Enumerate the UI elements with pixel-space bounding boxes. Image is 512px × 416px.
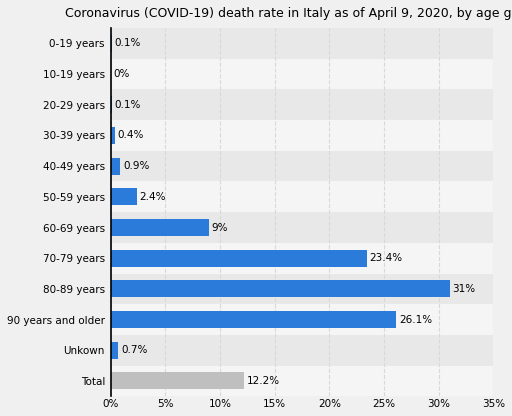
Text: 0.7%: 0.7% xyxy=(121,345,147,355)
Bar xyxy=(111,97,112,113)
Bar xyxy=(111,243,494,274)
Text: 26.1%: 26.1% xyxy=(399,314,432,324)
Text: 2.4%: 2.4% xyxy=(139,192,166,202)
Bar xyxy=(111,158,120,175)
Title: Coronavirus (COVID-19) death rate in Italy as of April 9, 2020, by age group: Coronavirus (COVID-19) death rate in Ita… xyxy=(65,7,512,20)
Bar xyxy=(111,342,118,359)
Bar xyxy=(111,304,494,335)
Bar xyxy=(111,366,494,396)
Text: 0.9%: 0.9% xyxy=(123,161,150,171)
Text: 0.1%: 0.1% xyxy=(114,38,141,48)
Bar xyxy=(111,89,494,120)
Bar xyxy=(111,181,494,212)
Text: 31%: 31% xyxy=(453,284,476,294)
Bar xyxy=(111,188,137,205)
Bar xyxy=(111,35,112,52)
Bar xyxy=(111,151,494,181)
Text: 0.4%: 0.4% xyxy=(118,131,144,141)
Text: 23.4%: 23.4% xyxy=(369,253,402,263)
Bar xyxy=(111,59,494,89)
Bar xyxy=(111,280,450,297)
Text: 12.2%: 12.2% xyxy=(247,376,280,386)
Bar xyxy=(111,372,244,389)
Text: 0%: 0% xyxy=(113,69,130,79)
Text: 9%: 9% xyxy=(212,223,228,233)
Bar xyxy=(111,120,494,151)
Bar xyxy=(111,250,367,267)
Bar xyxy=(111,212,494,243)
Bar xyxy=(111,311,396,328)
Bar xyxy=(111,28,494,59)
Bar xyxy=(111,219,209,236)
Bar xyxy=(111,274,494,304)
Bar xyxy=(111,127,115,144)
Bar xyxy=(111,335,494,366)
Text: 0.1%: 0.1% xyxy=(114,100,141,110)
